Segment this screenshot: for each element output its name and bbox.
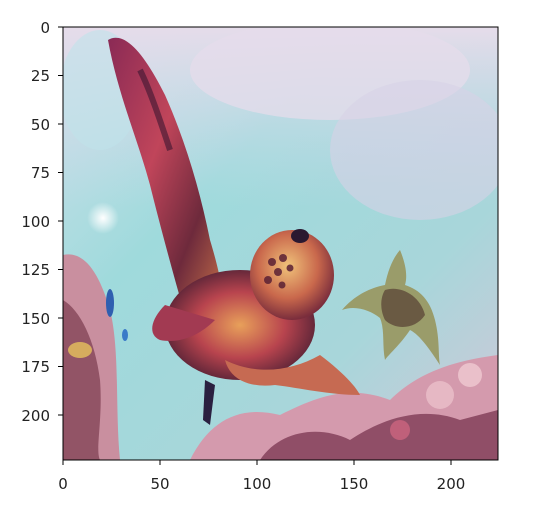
x-tick-label: 0 [58,475,68,493]
coral-bloom-1 [426,381,454,409]
surface-haze-right [330,80,498,220]
coral-left-shadow [63,300,101,460]
y-tick-label: 50 [31,116,50,134]
y-tick-label: 150 [21,310,50,328]
big-turtle-tail [203,380,215,425]
y-tick-label: 75 [31,164,50,182]
small-turtle-shell [381,288,425,327]
big-turtle-rear [225,355,360,395]
y-tick-label: 25 [31,67,50,85]
y-tick-label: 100 [21,213,50,231]
y-tick-label: 175 [21,358,50,376]
light-spot [87,202,119,234]
coral-left-spot [68,342,92,358]
big-turtle-head [250,230,334,320]
blue-fish-small [122,329,128,341]
coral-bloom-3 [390,420,410,440]
axis-ticks [58,26,452,465]
y-tick-label: 0 [40,19,50,37]
big-turtle-front-flipper [108,37,224,332]
x-tick-label: 150 [340,475,369,493]
big-turtle-side-flipper [152,305,215,341]
y-tick-labels: 0 25 50 75 100 125 150 175 200 [21,19,50,425]
coral-bottom-dark [260,410,498,460]
y-tick-label: 125 [21,261,50,279]
x-tick-label: 200 [437,475,466,493]
x-tick-label: 100 [243,475,272,493]
coral-bloom-2 [458,363,482,387]
y-tick-label: 200 [21,407,50,425]
plot-frame [62,26,499,461]
head-scales [264,254,294,289]
flipper-pattern [137,68,173,151]
x-tick-labels: 0 50 100 150 200 [58,475,465,493]
image-area [63,27,498,460]
big-turtle-eye [291,229,309,243]
blue-fish [106,289,114,317]
x-tick-label: 50 [150,475,169,493]
